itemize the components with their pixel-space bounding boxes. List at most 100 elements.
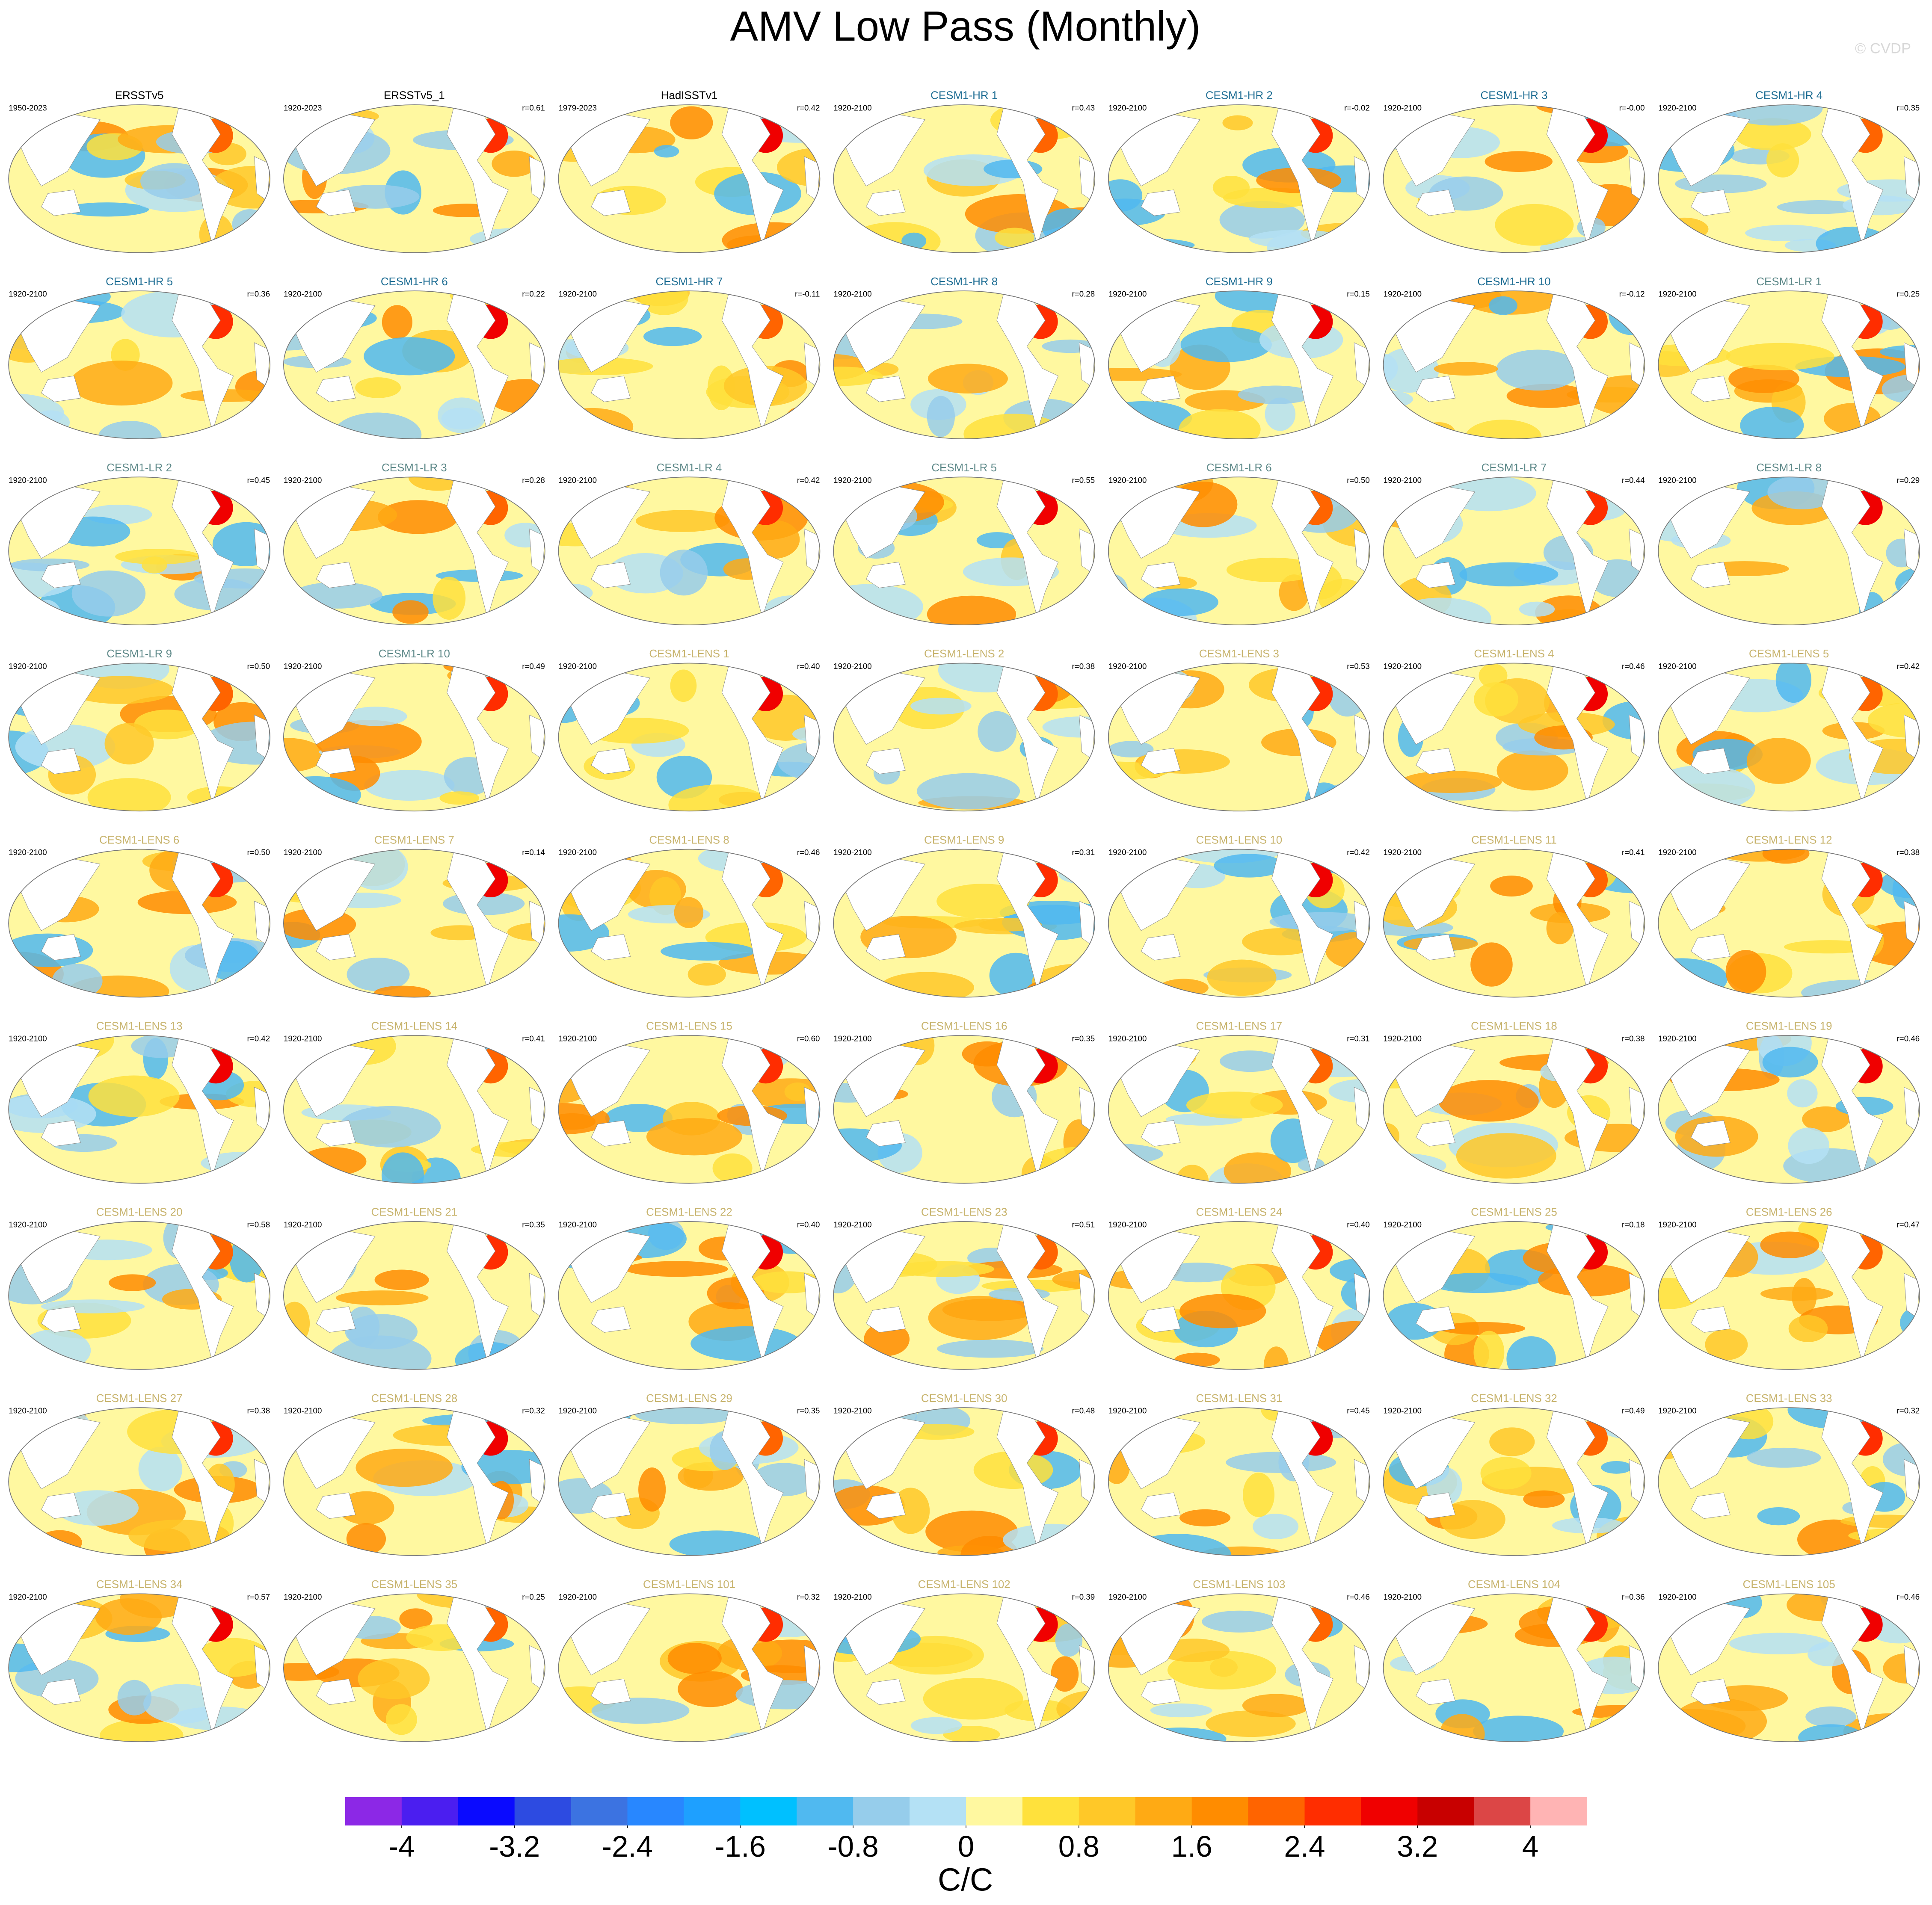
map-border <box>1383 104 1645 253</box>
watermark: © CVDP <box>1855 40 1911 56</box>
anomaly <box>1766 143 1799 177</box>
anomaly <box>670 106 713 139</box>
anomaly <box>833 309 850 337</box>
land <box>1141 376 1181 402</box>
panel-r: r=0.25 <box>1897 290 1920 299</box>
panel-period: 1920-2100 <box>833 1592 872 1601</box>
anomaly <box>667 1643 722 1674</box>
map-border <box>1108 1407 1370 1556</box>
land <box>1416 189 1456 216</box>
map-border <box>283 1035 545 1184</box>
map <box>283 104 545 253</box>
land <box>1416 748 1456 775</box>
panel-r: r=0.57 <box>247 1592 270 1601</box>
anomaly <box>1729 1633 1830 1654</box>
anomaly <box>338 1491 394 1525</box>
panel-title: CESM1-LR 6 <box>1206 462 1272 474</box>
panel-period: 1920-2100 <box>1108 1592 1147 1601</box>
anomaly <box>109 1274 156 1291</box>
map-border <box>8 1035 271 1184</box>
anomaly <box>1775 663 1812 703</box>
anomaly <box>1041 208 1095 245</box>
panel-period: 1920-2100 <box>284 1406 322 1415</box>
map <box>833 291 1095 439</box>
anomaly <box>910 1717 962 1734</box>
anomaly <box>441 407 482 430</box>
anomaly <box>9 963 34 997</box>
panel-title: CESM1-LENS 105 <box>1743 1579 1835 1591</box>
panel-r: r=0.38 <box>1072 662 1095 671</box>
anomaly <box>140 163 209 199</box>
panel-title: CESM1-LR 9 <box>107 648 172 660</box>
anomaly <box>1585 375 1645 416</box>
anomaly <box>1179 409 1261 439</box>
anomaly <box>1740 407 1804 439</box>
map <box>833 663 1095 811</box>
land <box>1416 934 1456 961</box>
map <box>1383 104 1645 253</box>
map <box>558 104 820 253</box>
map <box>283 1035 545 1183</box>
anomaly <box>283 1302 310 1345</box>
panel-title: CESM1-LENS 25 <box>1471 1207 1557 1219</box>
anomaly <box>492 150 537 177</box>
map <box>833 849 1095 997</box>
panel-title: CESM1-LENS 32 <box>1471 1393 1557 1405</box>
anomaly <box>1456 1133 1556 1179</box>
panel-r: r=-0.11 <box>795 290 820 299</box>
panel-title: CESM1-LENS 1 <box>649 648 729 660</box>
map <box>1108 104 1370 253</box>
map-border <box>1658 1035 1920 1184</box>
map <box>1658 104 1920 253</box>
panel-period: 1920-2100 <box>1384 1592 1422 1601</box>
panel-period: 1920-2100 <box>9 476 47 485</box>
anomaly <box>1726 343 1834 370</box>
anomaly <box>104 723 154 765</box>
map-border <box>283 663 545 812</box>
panel-period: 1920-2100 <box>833 662 872 671</box>
anomaly <box>377 500 459 534</box>
panel-r: r=0.42 <box>1347 848 1370 857</box>
map-border <box>1383 1407 1645 1556</box>
panel-title: CESM1-LENS 22 <box>646 1207 732 1219</box>
anomaly <box>1265 397 1296 431</box>
panels: ERSSTv5 1950-2023 ERSSTv5_1 1920-2023 r=0.61… <box>8 90 1920 1742</box>
anomaly <box>1108 574 1128 608</box>
map-border <box>283 1221 545 1370</box>
anomaly <box>1762 1047 1818 1078</box>
map <box>1383 1035 1645 1183</box>
anomaly <box>1746 738 1811 784</box>
panel-period: 1920-2100 <box>1658 848 1697 857</box>
anomaly <box>1747 1447 1821 1468</box>
map <box>1658 663 1920 811</box>
panel-title: CESM1-HR 9 <box>1206 276 1273 288</box>
land <box>316 748 356 775</box>
panel-title: CESM1-LENS 7 <box>374 834 454 846</box>
anomaly <box>927 595 1016 625</box>
panel-period: 1920-2100 <box>1384 1406 1422 1415</box>
anomaly <box>1051 1656 1079 1692</box>
panel-period: 1920-2100 <box>559 1034 597 1043</box>
panel-r: r=0.42 <box>1897 662 1920 671</box>
land <box>1141 1120 1181 1147</box>
map-border <box>833 849 1096 998</box>
panel-title: CESM1-LR 2 <box>107 462 172 474</box>
panel-title: CESM1-LENS 104 <box>1468 1579 1560 1591</box>
land <box>866 1120 906 1147</box>
anomaly <box>638 1467 666 1512</box>
anomaly <box>927 396 955 437</box>
anomaly <box>333 412 422 439</box>
panel-r: r=0.43 <box>1072 104 1095 112</box>
map-border <box>1658 104 1920 253</box>
land <box>866 934 906 961</box>
map-border <box>558 849 821 998</box>
panel-period: 1920-2100 <box>284 848 322 857</box>
panel-title: CESM1-LENS 16 <box>921 1020 1007 1032</box>
panel-period: 1920-2100 <box>559 1592 597 1601</box>
colorbar: -4 -3.2 -2.4 -1.6 -0.8 0 0.8 1.6 2.4 3.2 4 C/C <box>345 1797 1587 1897</box>
tick-label: 0 <box>958 1830 974 1863</box>
anomaly <box>1243 1472 1275 1517</box>
panel-title: CESM1-HR 10 <box>1477 276 1550 288</box>
map <box>833 1594 1095 1742</box>
anomaly <box>712 1153 753 1183</box>
